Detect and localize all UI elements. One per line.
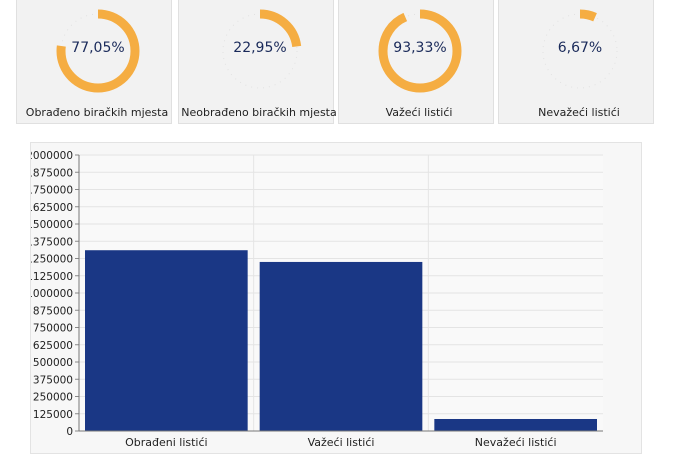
kpi-value: 22,95% (233, 40, 287, 56)
gauge-unprocessed-polling-stations (218, 9, 302, 93)
kpi-label: Nevažeći listići (538, 106, 620, 119)
y-tick-label: 875000 (33, 305, 73, 317)
x-tick-label: Obrađeni listići (125, 436, 208, 449)
gauge-arc (56, 9, 140, 93)
x-tick-label: Važeći listići (308, 436, 375, 449)
kpi-row: 77,05% Obrađeno biračkih mjesta 22,95% N… (16, 0, 658, 126)
gauge-arc (538, 9, 622, 93)
gauge-arc (378, 9, 462, 93)
bar-1 (85, 250, 248, 431)
kpi-card-unprocessed-polling-stations: 22,95% Neobrađeno biračkih mjesta (178, 0, 337, 124)
kpi-card-invalid-ballots: 6,67% Nevažeći listići (498, 0, 654, 124)
y-tick-label: 1125000 (31, 271, 73, 283)
kpi-value: 6,67% (557, 40, 603, 56)
y-tick-label: 1375000 (31, 236, 73, 248)
gauge-processed-polling-stations (56, 9, 140, 93)
kpi-label: Neobrađeno biračkih mjesta (181, 106, 337, 119)
x-tick-label: Nevažeći listići (475, 436, 557, 449)
y-tick-label: 250000 (33, 392, 73, 404)
kpi-label: Obrađeno biračkih mjesta (25, 106, 169, 119)
y-tick-label: 500000 (33, 357, 73, 369)
gauge-invalid-ballots (538, 9, 622, 93)
y-tick-label: 750000 (33, 323, 73, 335)
y-tick-label: 1875000 (31, 167, 73, 179)
gauge-arc (218, 9, 302, 93)
y-tick-label: 1500000 (31, 219, 73, 231)
y-tick-label: 0 (66, 426, 73, 438)
y-tick-label: 1000000 (31, 288, 73, 300)
kpi-value: 93,33% (393, 40, 447, 56)
kpi-value: 77,05% (71, 40, 125, 56)
y-tick-label: 1250000 (31, 254, 73, 266)
y-tick-label: 1750000 (31, 185, 73, 197)
y-tick-label: 1625000 (31, 202, 73, 214)
bar-chart-svg: 0 125000 250000 375000 500000 625000 750000 875… (31, 150, 603, 449)
kpi-label: Važeći listići (385, 106, 453, 119)
kpi-card-processed-polling-stations: 77,05% Obrađeno biračkih mjesta (16, 0, 172, 124)
y-tick-label: 2000000 (31, 150, 73, 162)
kpi-card-valid-ballots: 93,33% Važeći listići (338, 0, 494, 124)
y-tick-label: 125000 (33, 409, 73, 421)
bar-2 (259, 261, 423, 431)
y-tick-label: 625000 (33, 340, 73, 352)
bar-3 (434, 418, 597, 431)
y-tick-label: 375000 (33, 374, 73, 386)
ballots-bar-chart: 0 125000 250000 375000 500000 625000 750000 875… (30, 142, 642, 454)
gauge-valid-ballots (378, 9, 462, 93)
